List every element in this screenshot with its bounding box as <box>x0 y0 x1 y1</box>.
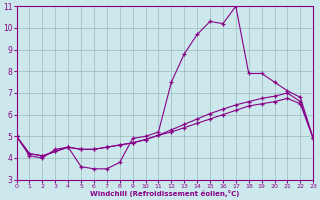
X-axis label: Windchill (Refroidissement éolien,°C): Windchill (Refroidissement éolien,°C) <box>90 190 240 197</box>
